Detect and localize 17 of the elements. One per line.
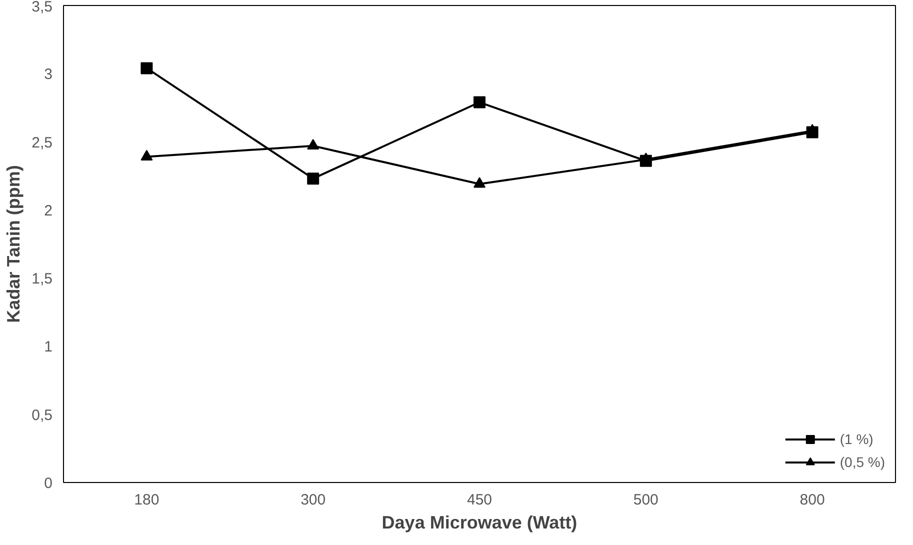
x-tick-label: 450	[466, 492, 492, 508]
y-tick-label: 2,5	[32, 134, 53, 152]
y-tick-label: 2	[44, 202, 52, 220]
x-tick-label: 500	[633, 492, 658, 508]
x-axis-title: Daya Microwave (Watt)	[382, 512, 578, 532]
y-tick-label: 0,5	[32, 406, 53, 424]
y-tick-label: 1	[44, 338, 52, 356]
y-tick-label: 0	[44, 475, 52, 492]
legend-label: (0,5 %)	[840, 454, 885, 470]
x-tick-label: 300	[300, 492, 326, 508]
x-tick-label: 180	[134, 492, 160, 508]
x-tick-label: 800	[800, 492, 825, 508]
y-tick-label: 3	[44, 66, 52, 84]
y-axis-title: Kadar Tanin (ppm)	[4, 165, 24, 323]
y-tick-label: 1,5	[32, 270, 53, 288]
legend-label: (1 %)	[840, 431, 874, 447]
y-tick-label: 3,5	[32, 0, 53, 16]
